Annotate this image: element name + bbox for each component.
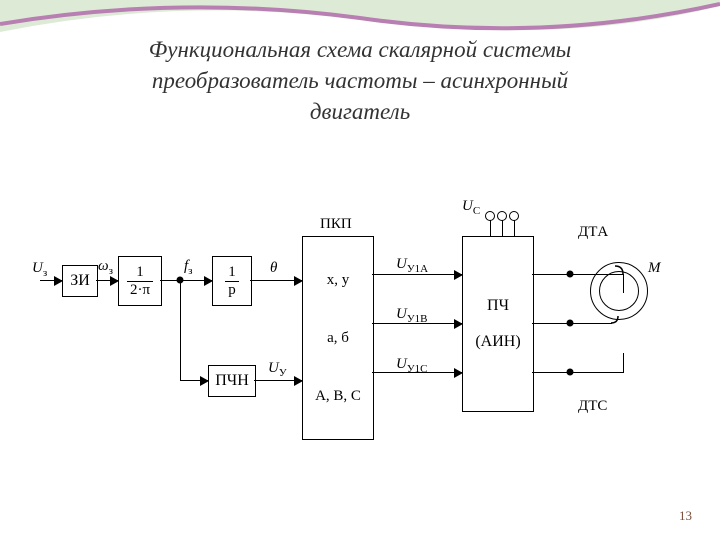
block-pch: ПЧ(АИН) [462,236,534,412]
block-diagram: ЗИ12·π1pПЧНx, ya, бA, B, CПКППЧ(АИН)Uзωз… [40,230,680,450]
block-pchn: ПЧН [208,365,256,397]
arrow-4 [254,380,302,381]
title-line2: преобразователь частоты – асинхронный [0,65,720,96]
label-pkp-title: ПКП [320,216,352,233]
node-dot-2 [567,320,574,327]
page-title: Функциональная схема скалярной системы п… [0,34,720,127]
node-dot-3 [567,369,574,376]
terminal-0 [485,211,495,221]
title-line1: Функциональная схема скалярной системы [0,34,720,65]
hline-2 [532,372,624,373]
page-number: 13 [679,508,692,524]
label-Uy: UУ [268,360,287,379]
arrow-1 [96,280,118,281]
block-integrator: 1p [212,256,252,306]
branch-vline [180,280,181,380]
arrow-2 [160,280,212,281]
label-omega: ωз [98,258,113,277]
motor-inner [599,271,639,311]
label-M: M [648,260,661,277]
label-Uy1A: UУ1A [396,256,428,275]
label-fz: fз [184,258,193,277]
arrow-7 [372,372,462,373]
label-Uc: UC [462,198,480,217]
arrow-0 [40,280,62,281]
arrow-5 [372,274,462,275]
node-dot-1 [567,271,574,278]
arrow-6 [372,323,462,324]
label-U3: Uз [32,260,47,279]
hline-0 [532,274,624,275]
title-line3: двигатель [0,96,720,127]
block-zi: ЗИ [62,265,98,297]
label-DTC: ДТC [578,398,607,415]
terminal-1 [497,211,507,221]
arrow-3 [250,280,302,281]
terminal-2 [509,211,519,221]
label-theta: θ [270,260,277,277]
node-dot-0 [177,277,184,284]
branch-arrow [180,380,208,381]
block-pkp: x, ya, бA, B, C [302,236,374,440]
block-1-over-2pi: 12·π [118,256,162,306]
label-DTA: ДТA [578,224,608,241]
